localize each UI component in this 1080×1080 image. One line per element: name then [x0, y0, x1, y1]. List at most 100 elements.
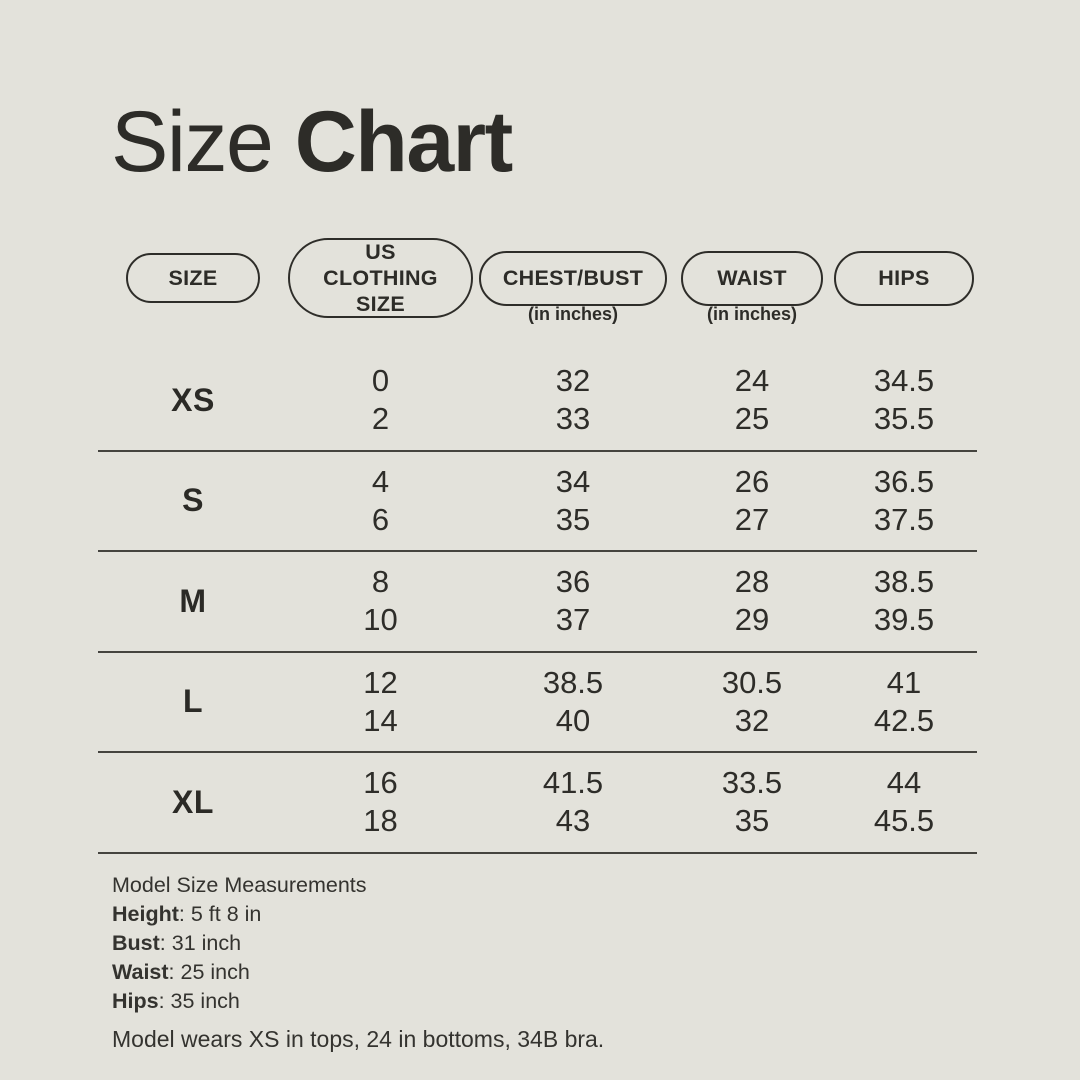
- measurement-separator: :: [159, 931, 172, 955]
- hips-value: 42.5: [873, 702, 935, 738]
- waist-value: 27: [734, 501, 770, 537]
- column-label: US CLOTHING SIZE: [323, 239, 438, 317]
- column-label: SIZE: [168, 265, 218, 290]
- table-row-xl: XL 16 18 41.5 43 33.5 35 44 45.5: [98, 753, 977, 854]
- measurement-line-hips: Hips: 35 inch: [112, 987, 604, 1016]
- page-title: Size Chart: [111, 99, 513, 185]
- size-cell: S: [98, 482, 288, 519]
- measurement-line-height: Height: 5 ft 8 in: [112, 900, 604, 929]
- waist-cell: 24 25: [673, 362, 831, 438]
- measurement-label: Bust: [112, 931, 160, 955]
- hips-value: 36.5: [873, 463, 935, 499]
- measurements-heading: Model Size Measurements: [112, 873, 367, 897]
- size-value: M: [179, 582, 207, 619]
- waist-value: 28: [734, 564, 770, 600]
- column-header-waist: WAIST (in inches): [673, 228, 831, 328]
- measurement-label: Height: [112, 902, 179, 926]
- chest-bust-value: 36: [555, 564, 591, 600]
- hips-cell: 34.5 35.5: [831, 362, 977, 438]
- us-size-value: 16: [363, 765, 398, 801]
- chest-bust-cell: 34 35: [473, 463, 673, 539]
- hips-value: 35.5: [873, 401, 935, 437]
- hips-value: 38.5: [873, 564, 935, 600]
- us-size-cell: 8 10: [288, 563, 473, 639]
- page-title-bold: Chart: [294, 94, 514, 190]
- column-header-chest-bust: CHEST/BUST (in inches): [473, 228, 673, 328]
- us-size-cell: 16 18: [288, 764, 473, 840]
- measurement-label: Hips: [112, 989, 159, 1013]
- hips-value: 45.5: [873, 803, 935, 839]
- waist-cell: 30.5 32: [673, 664, 831, 740]
- column-header-us-clothing-size: US CLOTHING SIZE: [288, 228, 473, 328]
- measurement-separator: :: [158, 989, 171, 1013]
- measurement-line-bust: Bust: 31 inch: [112, 929, 604, 958]
- size-cell: XL: [98, 784, 288, 821]
- waist-value: 33.5: [721, 765, 783, 801]
- model-wears-note: Model wears XS in tops, 24 in bottoms, 3…: [112, 1026, 605, 1052]
- chest-bust-value: 40: [555, 702, 591, 738]
- size-value: XS: [171, 381, 215, 418]
- table-header-row: SIZE US CLOTHING SIZE CHEST/BUST (in inc…: [98, 228, 977, 328]
- size-cell: L: [98, 683, 288, 720]
- us-size-value: 4: [371, 463, 390, 499]
- chest-bust-cell: 38.5 40: [473, 664, 673, 740]
- waist-value: 35: [734, 803, 770, 839]
- hips-value: 37.5: [873, 501, 935, 537]
- measurement-separator: :: [178, 902, 191, 926]
- column-header-size: SIZE: [98, 228, 288, 328]
- measurement-label: Waist: [112, 960, 169, 984]
- waist-value: 32: [734, 702, 770, 738]
- hips-cell: 44 45.5: [831, 764, 977, 840]
- page-title-regular: Size: [111, 94, 274, 190]
- chest-bust-cell: 41.5 43: [473, 764, 673, 840]
- table-row-m: M 8 10 36 37 28 29 38.5 39.5: [98, 552, 977, 653]
- chest-bust-value: 32: [555, 363, 591, 399]
- hips-value: 44: [886, 765, 922, 801]
- waist-value: 25: [734, 401, 770, 437]
- waist-value: 26: [734, 463, 770, 499]
- hips-value: 39.5: [873, 602, 935, 638]
- measurement-separator: :: [168, 960, 181, 984]
- table-body: XS 0 2 32 33 24 25 34.5 35.5 S 4 6: [98, 351, 977, 854]
- size-column-pill: SIZE: [126, 253, 260, 303]
- waist-cell: 26 27: [673, 463, 831, 539]
- hips-cell: 41 42.5: [831, 664, 977, 740]
- hips-cell: 38.5 39.5: [831, 563, 977, 639]
- us-size-value: 14: [363, 702, 398, 738]
- us-size-value: 8: [371, 564, 390, 600]
- column-label: WAIST: [717, 265, 787, 290]
- measurement-line-waist: Waist: 25 inch: [112, 958, 604, 987]
- hips-cell: 36.5 37.5: [831, 463, 977, 539]
- hips-value: 34.5: [873, 363, 935, 399]
- chest-bust-value: 43: [555, 803, 591, 839]
- chest-bust-value: 37: [555, 602, 591, 638]
- waist-value: 29: [734, 602, 770, 638]
- measurement-value: 35 inch: [170, 989, 240, 1013]
- chest-bust-cell: 36 37: [473, 563, 673, 639]
- size-value: L: [182, 683, 204, 720]
- chest-bust-cell: 32 33: [473, 362, 673, 438]
- us-size-value: 2: [371, 401, 390, 437]
- us-size-value: 0: [371, 363, 390, 399]
- measurement-value: 5 ft 8 in: [190, 902, 262, 926]
- us-size-value: 12: [363, 664, 398, 700]
- us-size-value: 18: [363, 803, 398, 839]
- hips-value: 41: [886, 664, 922, 700]
- column-label: HIPS: [878, 265, 930, 290]
- us-size-value: 6: [371, 501, 390, 537]
- column-subtitle-inches: (in inches): [706, 304, 797, 324]
- chest-bust-value: 35: [555, 501, 591, 537]
- chest-bust-value: 34: [555, 463, 591, 499]
- us-size-cell: 4 6: [288, 463, 473, 539]
- us-clothing-size-column-pill: US CLOTHING SIZE: [288, 238, 473, 318]
- measurement-value: 25 inch: [180, 960, 250, 984]
- chest-bust-column-pill: CHEST/BUST: [479, 250, 667, 306]
- table-row-l: L 12 14 38.5 40 30.5 32 41 42.5: [98, 653, 977, 753]
- hips-column-pill: HIPS: [834, 250, 974, 306]
- waist-value: 30.5: [721, 664, 783, 700]
- size-value: XL: [172, 783, 214, 820]
- waist-value: 24: [734, 363, 770, 399]
- size-chart-table: SIZE US CLOTHING SIZE CHEST/BUST (in inc…: [98, 228, 977, 854]
- us-size-cell: 12 14: [288, 664, 473, 740]
- waist-cell: 33.5 35: [673, 764, 831, 840]
